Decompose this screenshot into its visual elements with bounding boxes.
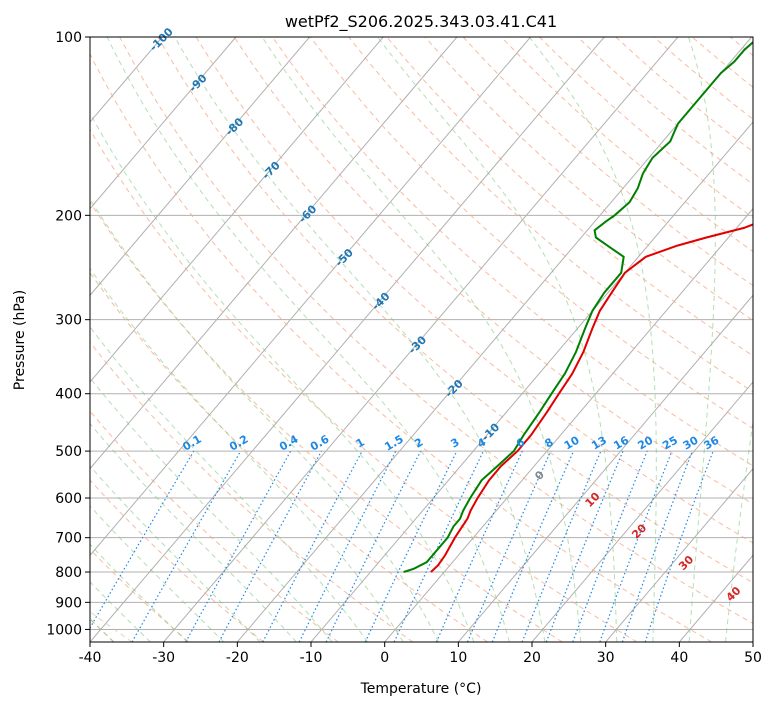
y-tick-label: 900: [55, 595, 82, 611]
x-tick-label: -30: [152, 650, 175, 666]
x-tick-label: -40: [79, 650, 102, 666]
moist-adiabat-line: [90, 377, 333, 642]
isotherm-line: [605, 467, 753, 642]
moist-adiabat-line: [90, 112, 475, 642]
isotherm-line: [90, 37, 531, 557]
moist-adiabat-line: [725, 418, 753, 642]
mixing-ratio-line: [435, 450, 523, 642]
moist-adiabat-line: [377, 37, 618, 642]
isotherm-line: [310, 121, 753, 642]
mixing-ratio-line: [545, 450, 624, 642]
background-lines: [90, 37, 753, 642]
y-tick-label: 200: [55, 208, 82, 224]
isotherm-line: [90, 37, 384, 383]
moist-adiabat-line: [261, 37, 582, 642]
mixing-ratio-line: [185, 450, 292, 642]
y-tick-label: 600: [55, 491, 82, 507]
x-tick-label: 40: [670, 650, 688, 666]
mixing-ratio-line: [621, 450, 693, 642]
mixing-ratio-line: [572, 450, 648, 642]
dry-adiabat-line: [90, 341, 414, 642]
plot-frame: [89, 36, 754, 643]
mixing-ratio-line: [521, 450, 602, 642]
data-series: [403, 40, 753, 573]
dry-adiabat-line: [424, 37, 753, 322]
moist-adiabat-line: [688, 37, 716, 642]
moist-adiabat-line: [90, 326, 369, 642]
x-tick-label: 50: [744, 650, 762, 666]
dewpoint-profile-line: [403, 40, 753, 573]
y-axis-label: Pressure (hPa): [12, 290, 28, 390]
x-axis-label: Temperature (°C): [360, 681, 482, 697]
dry-adiabat-line: [90, 128, 638, 642]
x-tick-label: 10: [449, 650, 467, 666]
dry-adiabat-line: [310, 37, 753, 430]
x-tick-label: -20: [226, 650, 249, 666]
moist-adiabat-line: [90, 198, 439, 642]
moist-adiabat-line: [528, 37, 657, 642]
moist-adiabat-line: [90, 267, 404, 642]
mixing-ratio-line: [325, 450, 422, 642]
y-tick-label: 400: [55, 387, 82, 403]
dry-adiabat-line: [157, 37, 753, 584]
temperature-profile-line: [430, 223, 753, 573]
isotherm-line: [90, 37, 458, 470]
moist-adiabat-line: [90, 465, 261, 642]
dry-adiabat-line: [90, 52, 712, 642]
isotherm-line: [457, 294, 753, 642]
dry-adiabat-line: [195, 37, 753, 544]
y-tick-label: 700: [55, 531, 82, 547]
mixing-ratio-line: [491, 450, 575, 642]
dry-adiabat-line: [386, 37, 753, 357]
isotherm-line: [90, 37, 605, 642]
y-tick-label: 800: [55, 565, 82, 581]
isotherm-line: [384, 207, 753, 642]
dry-adiabat-line: [119, 37, 753, 624]
isotherm-line: [236, 37, 752, 642]
mixing-ratio-line: [599, 450, 673, 642]
y-tick-label: 500: [55, 444, 82, 460]
dry-adiabat-line: [90, 479, 264, 642]
x-tick-label: 30: [597, 650, 615, 666]
isotherm-line: [163, 37, 679, 642]
y-tick-label: 300: [55, 313, 82, 329]
x-tick-label: -10: [300, 650, 323, 666]
mixing-ratio-line: [466, 450, 552, 642]
dry-adiabat-line: [90, 410, 339, 642]
moist-adiabat-line: [90, 422, 297, 642]
y-tick-label: 100: [55, 30, 82, 46]
mixing-ratio-line: [218, 450, 323, 642]
isotherm-line: [90, 37, 237, 210]
isotherm-line: [90, 37, 310, 297]
dry-adiabat-line: [233, 37, 753, 505]
axes: -40 -30 -20 -10 0 10 20 30 40 50 100 200 300 400 500 60…: [46, 30, 762, 666]
dry-adiabat-line: [90, 271, 488, 642]
y-tick-label: 1000: [46, 622, 82, 638]
moist-adiabat-line: [106, 37, 510, 642]
x-tick-label: 20: [523, 650, 541, 666]
chart-title: wetPf2_S206.2025.343.03.41.C41: [285, 12, 557, 32]
mixing-ratio-line: [644, 450, 714, 642]
dry-adiabat-line: [90, 201, 563, 642]
isotherm-line: [531, 381, 753, 642]
dry-adiabat-line: [90, 548, 190, 642]
mixing-ratio-line: [298, 450, 397, 642]
x-tick-label: 0: [380, 650, 389, 666]
